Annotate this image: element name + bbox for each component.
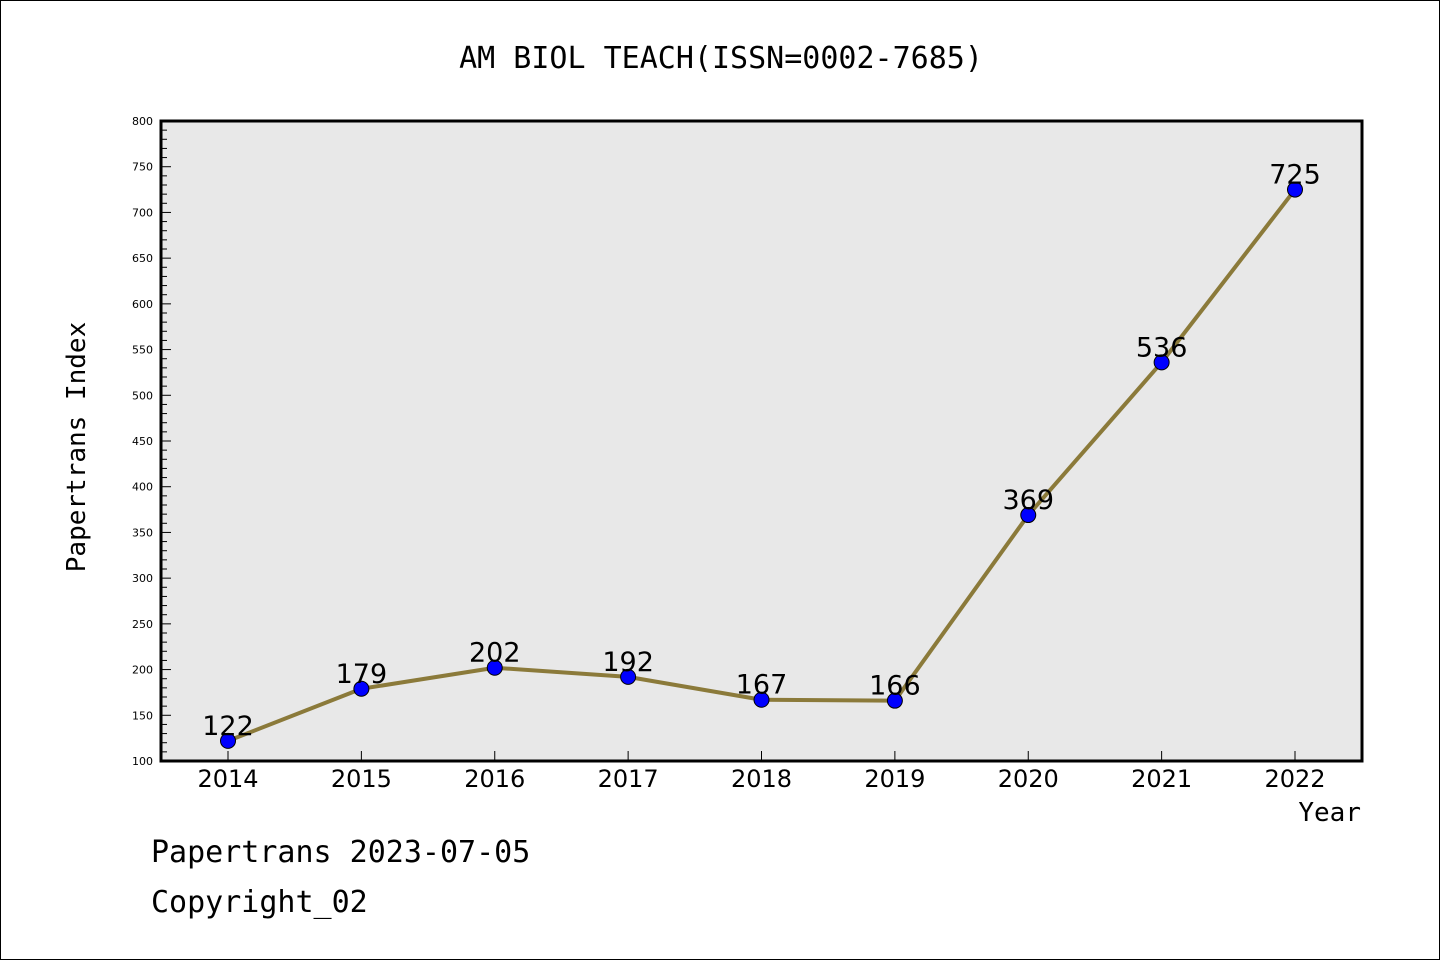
x-tick-label: 2016 <box>464 765 525 793</box>
data-label: 166 <box>869 671 921 702</box>
y-tick-label: 200 <box>132 664 153 677</box>
y-tick-label: 400 <box>132 481 153 494</box>
x-tick-label: 2018 <box>731 765 792 793</box>
x-tick-label: 2019 <box>864 765 925 793</box>
y-tick-label: 450 <box>132 435 153 448</box>
y-tick-label: 100 <box>132 755 153 768</box>
footer-date: Papertrans 2023-07-05 <box>151 835 530 870</box>
x-tick-label: 2022 <box>1264 765 1325 793</box>
y-tick-label: 350 <box>132 526 153 539</box>
data-label: 536 <box>1136 332 1188 363</box>
data-label: 167 <box>736 670 788 701</box>
x-tick-label: 2014 <box>197 765 258 793</box>
y-tick-label: 150 <box>132 709 153 722</box>
y-tick-label: 750 <box>132 161 153 174</box>
y-tick-label: 600 <box>132 298 153 311</box>
y-axis-label: Papertrans Index <box>62 322 92 572</box>
data-label: 192 <box>602 647 654 678</box>
x-tick-label: 2021 <box>1131 765 1192 793</box>
x-axis-label: Year <box>1298 798 1361 828</box>
data-label: 725 <box>1269 160 1321 191</box>
chart-title: AM BIOL TEACH(ISSN=0002-7685) <box>459 41 983 76</box>
x-tick-label: 2015 <box>331 765 392 793</box>
data-label: 369 <box>1002 485 1054 516</box>
y-tick-label: 300 <box>132 572 153 585</box>
y-tick-label: 500 <box>132 389 153 402</box>
data-label: 179 <box>336 659 388 690</box>
data-label: 122 <box>202 711 254 742</box>
y-tick-label: 250 <box>132 618 153 631</box>
data-label: 202 <box>469 638 521 669</box>
y-tick-label: 650 <box>132 252 153 265</box>
x-tick-label: 2017 <box>598 765 659 793</box>
footer-copyright: Copyright_02 <box>151 885 368 920</box>
y-tick-label: 800 <box>132 115 153 128</box>
y-tick-label: 550 <box>132 344 153 357</box>
y-tick-label: 700 <box>132 206 153 219</box>
x-tick-label: 2020 <box>998 765 1059 793</box>
